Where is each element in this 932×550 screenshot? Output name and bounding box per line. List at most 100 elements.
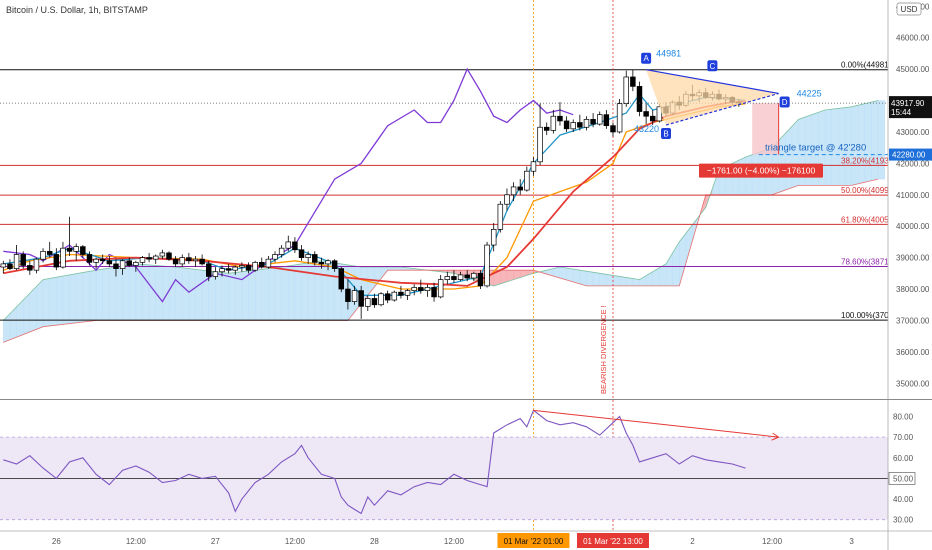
cloud-segment: [49, 277, 57, 327]
candle-body: [524, 170, 530, 191]
fib-level-label: 38.20%(41937: [841, 156, 894, 165]
candle-body: [457, 274, 464, 280]
cloud-segment: [877, 100, 885, 180]
candle-body: [331, 260, 338, 269]
candle-body: [550, 115, 557, 131]
candle-body: [13, 254, 20, 269]
price-tick-label: 46000.00: [896, 34, 930, 43]
fib-level-label: 100.00%(3701: [841, 311, 894, 320]
pattern-point-d-label: D: [782, 98, 788, 107]
candle-body: [146, 257, 152, 260]
cloud-segment: [281, 265, 289, 321]
candle-body: [119, 260, 126, 269]
triangle-fill: [646, 69, 779, 125]
candle-body: [650, 115, 656, 122]
chart-title: Bitcoin / U.S. Dollar, 1h, BITSTAMP: [6, 5, 148, 15]
cloud-segment: [314, 260, 322, 321]
cloud-segment: [254, 269, 263, 321]
candle-body: [471, 272, 477, 279]
cloud-segment: [89, 269, 97, 322]
candle-body: [610, 125, 616, 133]
time-highlight-label: 01 Mar '22 01:00: [504, 537, 564, 546]
candle-body: [259, 261, 265, 268]
time-tick-label: 12:00: [285, 537, 306, 546]
candle-body: [636, 86, 643, 112]
cloud-segment: [128, 263, 137, 321]
cloud-segment: [195, 269, 203, 321]
cloud-segment: [181, 267, 190, 321]
target-zone: [752, 103, 779, 155]
price-tick-label: 36000.00: [896, 348, 930, 357]
cloud-segment: [142, 264, 150, 321]
triangle-upper-line: [646, 69, 779, 95]
time-highlight-label: 01 Mar '22 13:00: [583, 537, 643, 546]
candle-body: [623, 76, 629, 105]
candle-body: [212, 271, 219, 277]
pattern-point-c-marker: [707, 60, 718, 72]
rsi-tick-label: 80.00: [893, 413, 914, 422]
cloud-segment: [248, 269, 256, 321]
candle-body: [219, 268, 225, 273]
cloud-segment: [228, 272, 236, 321]
cloud-segment: [56, 275, 64, 326]
price-tick-label: 41000.00: [896, 191, 930, 200]
pattern-point-a-marker: [641, 52, 652, 64]
currency-box: [896, 2, 922, 16]
candle-body: [530, 161, 537, 172]
cloud-segment: [168, 266, 176, 321]
candle-body: [517, 186, 523, 191]
candle-body: [0, 263, 7, 268]
fib-level-label: 0.00%(44981.: [841, 61, 891, 70]
candle-body: [292, 241, 298, 251]
cloud-segment: [274, 266, 282, 321]
candle-body: [159, 252, 166, 257]
candle-body: [557, 115, 563, 122]
candle-body: [225, 268, 232, 271]
candle-body: [305, 254, 311, 258]
price-tick-label: 43000.00: [896, 128, 930, 137]
time-tick-label: 27: [211, 537, 220, 546]
candle-body: [312, 254, 318, 263]
cloud-segment: [135, 263, 143, 321]
bearish-divergence-label: BEARISH DIVERGENCE !: [599, 305, 608, 394]
point-b-value: 43220: [634, 124, 659, 134]
candle-body: [99, 258, 106, 262]
candle-body: [358, 290, 364, 307]
candle-body: [590, 119, 596, 125]
candle-body: [345, 288, 351, 302]
candle-body: [411, 287, 417, 291]
rsi-line: [3, 409, 746, 515]
cloud-segment: [109, 266, 117, 321]
price-tick-label: 35000.00: [896, 379, 930, 388]
candle-body: [40, 250, 46, 260]
target-price-tag: [889, 148, 932, 161]
candle-body: [603, 114, 610, 127]
candle-body: [172, 258, 179, 265]
candle-body: [490, 228, 497, 246]
cloud-segment: [175, 266, 183, 321]
candle-body: [510, 186, 517, 196]
candle-body: [318, 261, 325, 265]
cloud-segment: [215, 271, 223, 321]
candle-body: [444, 276, 451, 280]
time-tick-label: 3: [849, 537, 854, 546]
candle-body: [80, 246, 86, 255]
measure-tag-bg: [699, 163, 823, 178]
price-tick-label: 38000.00: [896, 285, 930, 294]
candle-body: [20, 254, 26, 266]
cloud-segment: [36, 278, 44, 330]
candle-body: [563, 120, 570, 130]
candle-body: [60, 247, 66, 268]
cloud-segment: [75, 272, 84, 324]
candle-body: [272, 254, 278, 260]
current-price-countdown: 15:44: [891, 108, 912, 117]
candle-body: [278, 247, 285, 255]
candle-body: [152, 255, 159, 260]
candle-body: [265, 258, 272, 268]
candle-body: [252, 261, 258, 271]
candle-body: [186, 257, 192, 262]
rsi-tick-label: 40.00: [893, 495, 914, 504]
candle-body: [398, 291, 404, 296]
candle-body: [431, 287, 437, 298]
